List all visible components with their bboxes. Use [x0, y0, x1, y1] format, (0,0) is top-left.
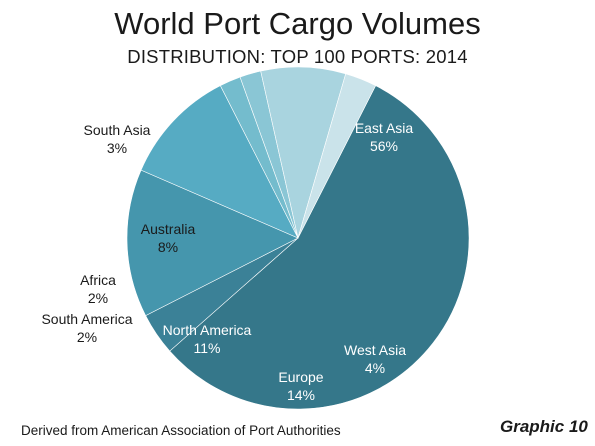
slice-label: West Asia [344, 342, 406, 358]
slice-value-label: 8% [158, 239, 178, 255]
pie-slice-south-asia [297, 73, 377, 239]
pie-slice-north-america [140, 85, 299, 239]
slice-label: Africa [80, 272, 116, 288]
chart-title: World Port Cargo Volumes [114, 6, 481, 41]
slice-label: North America [163, 322, 252, 338]
chart-subtitle: DISTRIBUTION: TOP 100 PORTS: 2014 [127, 46, 468, 67]
slice-value-label: 2% [88, 290, 108, 306]
pie-slices [126, 66, 470, 410]
slice-value-label: 56% [370, 138, 398, 154]
slice-value-label: 4% [365, 360, 385, 376]
slice-label: East Asia [355, 120, 414, 136]
source-note: Derived from American Association of Por… [21, 423, 341, 438]
graphic-number: Graphic 10 [500, 417, 588, 436]
pie-slice-east-asia [169, 85, 470, 410]
pie-labels: East Asia 56% West Asia 4% Europe 14% North Am… [41, 120, 413, 403]
slice-value-label: 11% [194, 340, 221, 356]
slice-label: Australia [141, 221, 196, 237]
slice-label: South America [41, 311, 132, 327]
pie-slice-europe [126, 169, 299, 317]
slice-value-label: 2% [77, 329, 97, 345]
slice-label: Europe [278, 369, 323, 385]
slice-value-label: 14% [287, 387, 315, 403]
slice-value-label: 3% [107, 140, 127, 156]
slice-label: South Asia [84, 122, 151, 138]
